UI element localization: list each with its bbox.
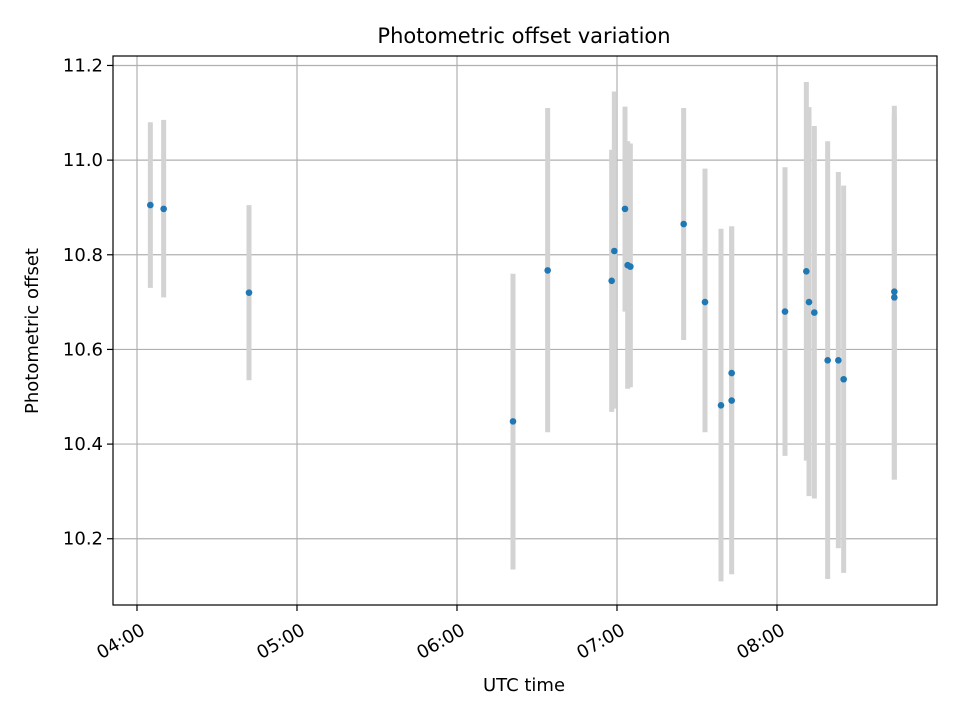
y-tick-label: 10.4 [63, 434, 103, 455]
data-point [811, 309, 818, 316]
y-axis-title: Photometric offset [22, 248, 43, 414]
data-point [803, 268, 810, 275]
data-point [509, 418, 517, 425]
data-point [824, 357, 831, 364]
data-point [728, 369, 735, 377]
tick-layer: 04:00 05:00 06:00 07:00 08:00 10.2 10.4 10.6 10.… [63, 55, 789, 663]
data-point [160, 205, 167, 213]
errorbar-layer [147, 82, 897, 582]
point-layer [147, 201, 898, 425]
x-tick-label: 07:00 [573, 620, 628, 664]
data-point [245, 289, 253, 296]
data-point [608, 277, 615, 285]
data-point [611, 247, 618, 255]
data-point [891, 288, 898, 295]
y-tick-label: 10.6 [63, 339, 103, 360]
x-tick-label: 05:00 [253, 620, 308, 664]
data-point [891, 294, 898, 301]
y-tick-label: 10.2 [63, 529, 103, 550]
data-point [728, 397, 735, 404]
x-tick-label: 06:00 [413, 620, 468, 664]
data-point [781, 308, 789, 315]
y-tick-label: 11.2 [63, 55, 103, 76]
plot-frame [112, 55, 938, 606]
y-tick-label: 10.8 [63, 245, 103, 266]
x-tick-label: 04:00 [93, 620, 148, 664]
x-tick-label: 08:00 [733, 620, 788, 664]
data-point [835, 357, 842, 364]
data-point [840, 375, 847, 383]
data-point [680, 220, 687, 228]
x-axis-title: UTC time [483, 675, 565, 696]
chart-title: Photometric offset variation [377, 24, 670, 48]
data-point [147, 201, 154, 209]
data-point [621, 205, 629, 213]
data-point [717, 401, 725, 409]
data-point [544, 267, 551, 274]
y-tick-label: 11.0 [63, 150, 103, 171]
data-point [805, 298, 813, 306]
grid-layer [113, 56, 937, 605]
data-point [627, 263, 634, 270]
data-point [701, 298, 709, 306]
